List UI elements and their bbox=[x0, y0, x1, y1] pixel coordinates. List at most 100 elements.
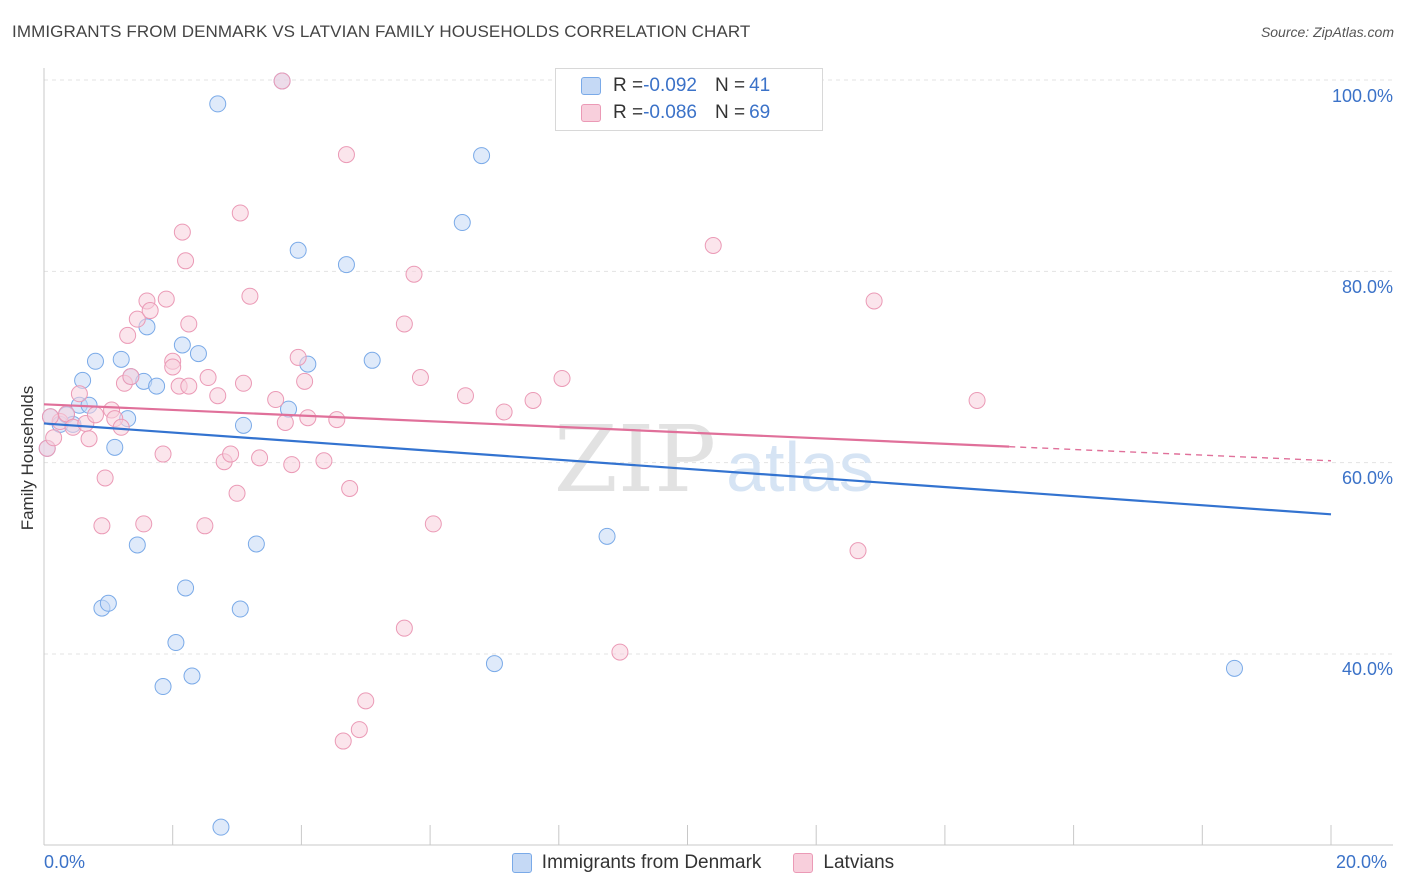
point-denmark-26 bbox=[231, 600, 249, 618]
point-latvians-59 bbox=[553, 369, 571, 387]
trend-line-latvians-extension bbox=[1009, 445, 1332, 462]
point-latvians-5 bbox=[70, 385, 88, 403]
point-latvians-45 bbox=[328, 411, 346, 429]
point-latvians-21 bbox=[157, 290, 175, 308]
point-latvians-40 bbox=[283, 456, 301, 474]
r-label: R = bbox=[613, 102, 644, 123]
point-latvians-53 bbox=[405, 265, 423, 283]
trend-line-denmark bbox=[43, 422, 1332, 516]
latvians-swatch bbox=[581, 104, 601, 122]
watermark: ZIP atlas bbox=[554, 406, 874, 513]
point-latvians-62 bbox=[849, 542, 867, 560]
point-latvians-54 bbox=[411, 369, 429, 387]
point-latvians-44 bbox=[315, 452, 333, 470]
point-latvians-43 bbox=[299, 409, 317, 427]
denmark-swatch bbox=[581, 77, 601, 95]
point-latvians-65 bbox=[273, 72, 291, 90]
r-label: R = bbox=[613, 75, 644, 96]
point-denmark-34 bbox=[363, 351, 381, 369]
point-latvians-50 bbox=[357, 692, 375, 710]
point-denmark-27 bbox=[234, 416, 252, 434]
point-denmark-20 bbox=[173, 336, 191, 354]
point-latvians-32 bbox=[222, 445, 240, 463]
point-latvians-19 bbox=[141, 302, 159, 320]
chart-title: IMMIGRANTS FROM DENMARK VS LATVIAN FAMIL… bbox=[12, 22, 751, 41]
point-denmark-33 bbox=[337, 256, 355, 274]
legend-label-denmark: Immigrants from Denmark bbox=[541, 852, 762, 873]
point-denmark-39 bbox=[1225, 659, 1243, 677]
source-label: Source: ZipAtlas.com bbox=[1260, 24, 1394, 40]
point-denmark-23 bbox=[189, 345, 207, 363]
point-denmark-7 bbox=[86, 352, 104, 370]
point-latvians-1 bbox=[45, 429, 63, 447]
watermark-zip: ZIP bbox=[554, 406, 716, 513]
y-tick-label-40: 40.0% bbox=[1341, 659, 1393, 679]
point-denmark-37 bbox=[485, 655, 503, 673]
trend-line-latvians bbox=[43, 403, 1010, 448]
trend-lines bbox=[43, 403, 1332, 516]
n-label: N = bbox=[714, 75, 746, 96]
point-latvians-49 bbox=[350, 721, 368, 739]
point-latvians-56 bbox=[456, 387, 474, 405]
point-latvians-25 bbox=[177, 252, 195, 270]
stats-legend: R = -0.092 N = 41 R = -0.086 N = 69 bbox=[555, 68, 823, 131]
point-latvians-55 bbox=[424, 515, 442, 533]
point-latvians-47 bbox=[337, 146, 355, 164]
legend-item-latvians[interactable]: Latvians bbox=[793, 852, 894, 874]
point-latvians-46 bbox=[334, 732, 352, 750]
point-denmark-24 bbox=[209, 95, 227, 113]
axes bbox=[43, 68, 1393, 846]
point-latvians-41 bbox=[289, 348, 307, 366]
point-latvians-48 bbox=[341, 479, 359, 497]
point-latvians-35 bbox=[234, 374, 252, 392]
point-latvians-20 bbox=[154, 445, 172, 463]
point-latvians-42 bbox=[296, 372, 314, 390]
point-latvians-29 bbox=[199, 369, 217, 387]
point-denmark-38 bbox=[598, 527, 616, 545]
point-denmark-11 bbox=[112, 350, 130, 368]
watermark-atlas: atlas bbox=[726, 428, 874, 506]
point-latvians-9 bbox=[93, 517, 111, 535]
point-latvians-34 bbox=[231, 204, 249, 222]
point-latvians-66 bbox=[41, 408, 59, 426]
point-latvians-7 bbox=[80, 430, 98, 448]
legend-item-denmark[interactable]: Immigrants from Denmark bbox=[511, 852, 762, 874]
y-tick-label-100: 100.0% bbox=[1331, 86, 1393, 106]
point-latvians-36 bbox=[241, 287, 259, 305]
point-latvians-27 bbox=[180, 377, 198, 395]
point-latvians-33 bbox=[228, 484, 246, 502]
latvians-swatch bbox=[793, 853, 814, 873]
point-latvians-8 bbox=[86, 406, 104, 424]
gridlines bbox=[44, 79, 1393, 655]
point-denmark-17 bbox=[148, 377, 166, 395]
point-latvians-15 bbox=[119, 326, 137, 344]
point-denmark-31 bbox=[289, 241, 307, 259]
point-latvians-13 bbox=[112, 418, 130, 436]
denmark-swatch bbox=[511, 853, 532, 873]
n-value: 41 bbox=[749, 75, 771, 96]
stats-legend-row-denmark: R = -0.092 N = 41 bbox=[581, 73, 770, 99]
point-denmark-35 bbox=[453, 214, 471, 232]
point-latvians-24 bbox=[173, 223, 191, 241]
r-value: -0.092 bbox=[643, 75, 697, 96]
y-tick-label-80: 80.0% bbox=[1341, 277, 1393, 297]
point-latvians-51 bbox=[395, 619, 413, 637]
stats-legend-row-latvians: R = -0.086 N = 69 bbox=[581, 100, 770, 126]
point-latvians-68 bbox=[164, 358, 182, 376]
point-denmark-21 bbox=[177, 579, 195, 597]
point-latvians-26 bbox=[180, 315, 198, 333]
point-denmark-28 bbox=[247, 535, 265, 553]
point-denmark-22 bbox=[183, 667, 201, 685]
point-latvians-60 bbox=[611, 643, 629, 661]
point-latvians-61 bbox=[704, 237, 722, 255]
point-latvians-39 bbox=[276, 413, 294, 431]
point-latvians-37 bbox=[251, 449, 269, 467]
y-axis-title: Family Households bbox=[18, 385, 37, 531]
n-label: N = bbox=[714, 102, 746, 123]
point-latvians-30 bbox=[209, 387, 227, 405]
y-tick-label-60: 60.0% bbox=[1341, 468, 1393, 488]
point-latvians-67 bbox=[122, 368, 140, 386]
legend-label-latvians: Latvians bbox=[823, 852, 895, 873]
point-latvians-38 bbox=[267, 391, 285, 409]
